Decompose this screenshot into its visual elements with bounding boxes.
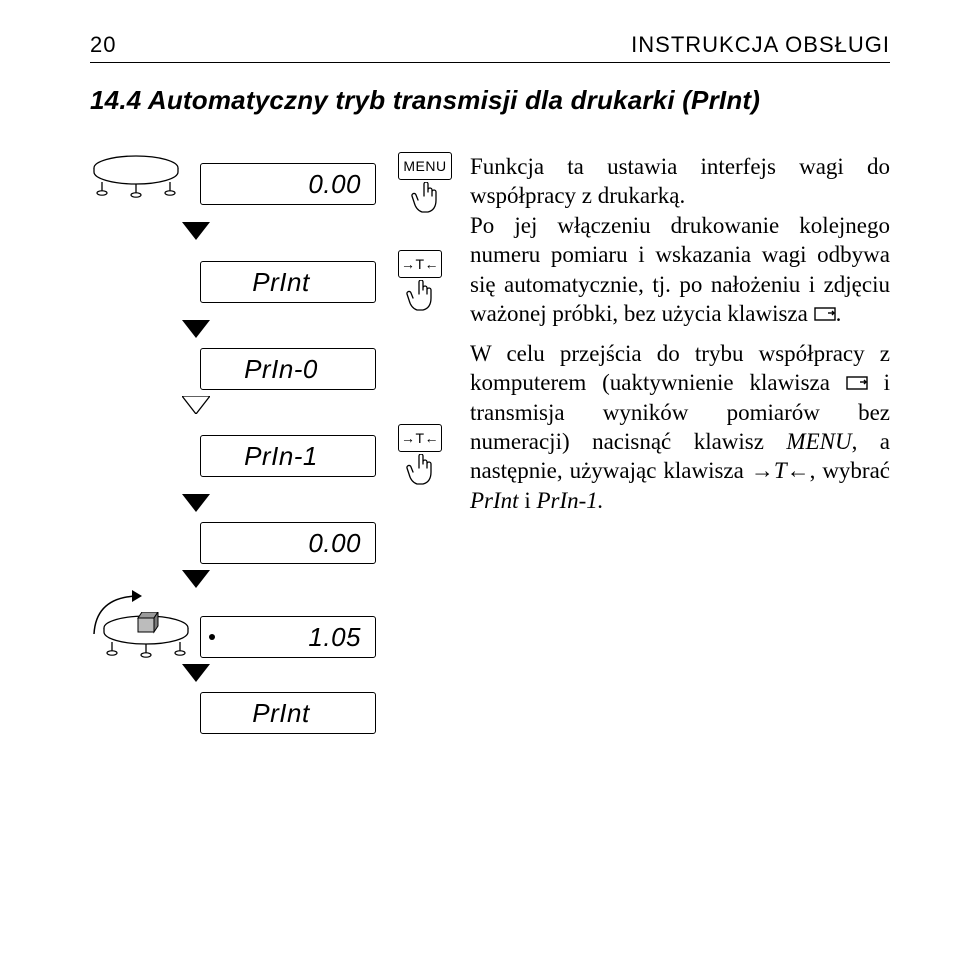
step-row: PrInt →T← <box>90 250 450 314</box>
menu-button[interactable]: MENU <box>398 152 452 180</box>
step-row: 0.00 <box>90 522 450 564</box>
button-column: MENU <box>398 152 452 216</box>
paragraph: Funkcja ta ustawia interfejs wagi do wsp… <box>470 152 890 329</box>
arrow-down-icon <box>182 222 210 240</box>
display-value: PrIn-1 <box>200 435 376 477</box>
tare-button[interactable]: →T← <box>398 424 442 452</box>
text: . <box>836 301 842 326</box>
print-label: PrInt <box>470 488 519 513</box>
arrow-down-icon <box>182 494 210 512</box>
scale-icon <box>90 152 182 198</box>
display-value: PrIn-0 <box>200 348 376 390</box>
header-title: INSTRUKCJA OBSŁUGI <box>631 32 890 58</box>
scale-icon <box>100 612 192 658</box>
right-column: Funkcja ta ustawia interfejs wagi do wsp… <box>450 152 890 734</box>
header: 20 INSTRUKCJA OBSŁUGI <box>90 32 890 58</box>
display-group: PrIn-1 →T← <box>200 424 442 488</box>
display-value: PrInt <box>200 692 376 734</box>
display-value: 0.00 <box>200 163 376 205</box>
header-rule <box>90 62 890 63</box>
display-value: 0.00 <box>200 522 376 564</box>
page: 20 INSTRUKCJA OBSŁUGI 14.4 Automatyczny … <box>0 0 960 975</box>
t-label: →T← <box>751 458 810 483</box>
display-group: PrInt <box>200 692 376 734</box>
text: , wybrać <box>810 458 890 483</box>
tare-button[interactable]: →T← <box>398 250 442 278</box>
display-group: PrIn-0 <box>200 348 376 390</box>
scale-with-sample <box>90 598 200 658</box>
hand-icon <box>405 280 435 314</box>
step-row: PrInt <box>90 692 450 734</box>
menu-label: MENU <box>786 429 851 454</box>
display-group: 0.00 <box>200 522 376 564</box>
print-key-icon <box>814 307 836 323</box>
display-value: 1.05 <box>200 616 376 658</box>
left-column: 0.00 MENU PrInt →T← <box>90 152 450 734</box>
text: W celu przejścia do trybu współpracy z k… <box>470 341 890 395</box>
arrow-down-open-icon <box>182 396 210 414</box>
arrow-down-icon <box>182 570 210 588</box>
page-number: 20 <box>90 32 116 58</box>
section-title: 14.4 Automatyczny tryb transmisji dla dr… <box>90 85 890 116</box>
prin1-label: PrIn-1. <box>536 488 603 513</box>
hand-icon <box>405 454 435 488</box>
button-column: →T← <box>398 250 442 314</box>
content: 0.00 MENU PrInt →T← <box>90 152 890 734</box>
step-row: 1.05 <box>90 598 450 658</box>
display-group: PrInt →T← <box>200 250 442 314</box>
hand-icon <box>410 182 440 216</box>
text: i <box>524 488 530 513</box>
arrow-down-icon <box>182 320 210 338</box>
display-group: 0.00 MENU <box>200 152 452 216</box>
step-row: PrIn-1 →T← <box>90 424 450 488</box>
display-group: 1.05 <box>200 616 376 658</box>
paragraph: W celu przejścia do trybu współpracy z k… <box>470 339 890 516</box>
button-column: →T← <box>398 424 442 488</box>
print-key-icon <box>846 376 868 392</box>
arrow-down-icon <box>182 664 210 682</box>
text: Funkcja ta ustawia interfejs wagi do wsp… <box>470 154 890 208</box>
display-value: PrInt <box>200 261 376 303</box>
step-row: 0.00 MENU <box>90 152 450 216</box>
step-row: PrIn-0 <box>90 348 450 390</box>
